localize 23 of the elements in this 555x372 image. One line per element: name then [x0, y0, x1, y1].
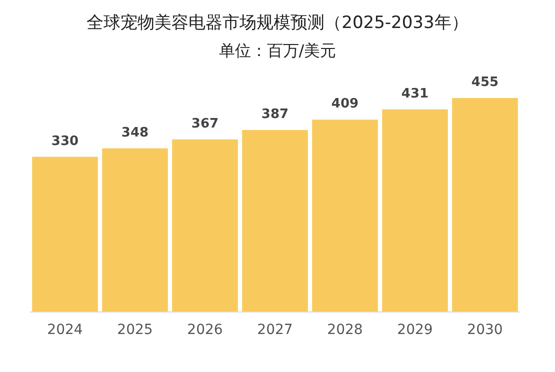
x-tick-label: 2024	[47, 322, 83, 338]
data-label: 348	[121, 125, 149, 140]
chart-title: 全球宠物美容电器市场规模预测（2025-2033年）	[86, 13, 468, 33]
bar	[242, 130, 308, 312]
data-label: 330	[51, 134, 79, 149]
bar	[102, 148, 168, 312]
bar	[452, 98, 518, 312]
bar	[382, 109, 448, 312]
data-label: 455	[471, 75, 499, 90]
data-label: 431	[401, 86, 429, 102]
data-label: 367	[191, 116, 219, 132]
x-tick-label: 2026	[187, 322, 223, 338]
chart-subtitle: 单位：百万/美元	[218, 41, 336, 60]
x-tick-label: 2027	[257, 322, 293, 338]
data-label: 387	[261, 106, 289, 122]
bar	[312, 120, 378, 312]
x-tick-label: 2028	[327, 322, 363, 338]
x-tick-label: 2025	[117, 322, 153, 338]
x-tick-label: 2030	[467, 322, 503, 338]
bar	[32, 156, 98, 312]
x-tick-label: 2029	[397, 322, 433, 338]
data-label: 409	[331, 96, 359, 112]
bar	[172, 139, 238, 312]
